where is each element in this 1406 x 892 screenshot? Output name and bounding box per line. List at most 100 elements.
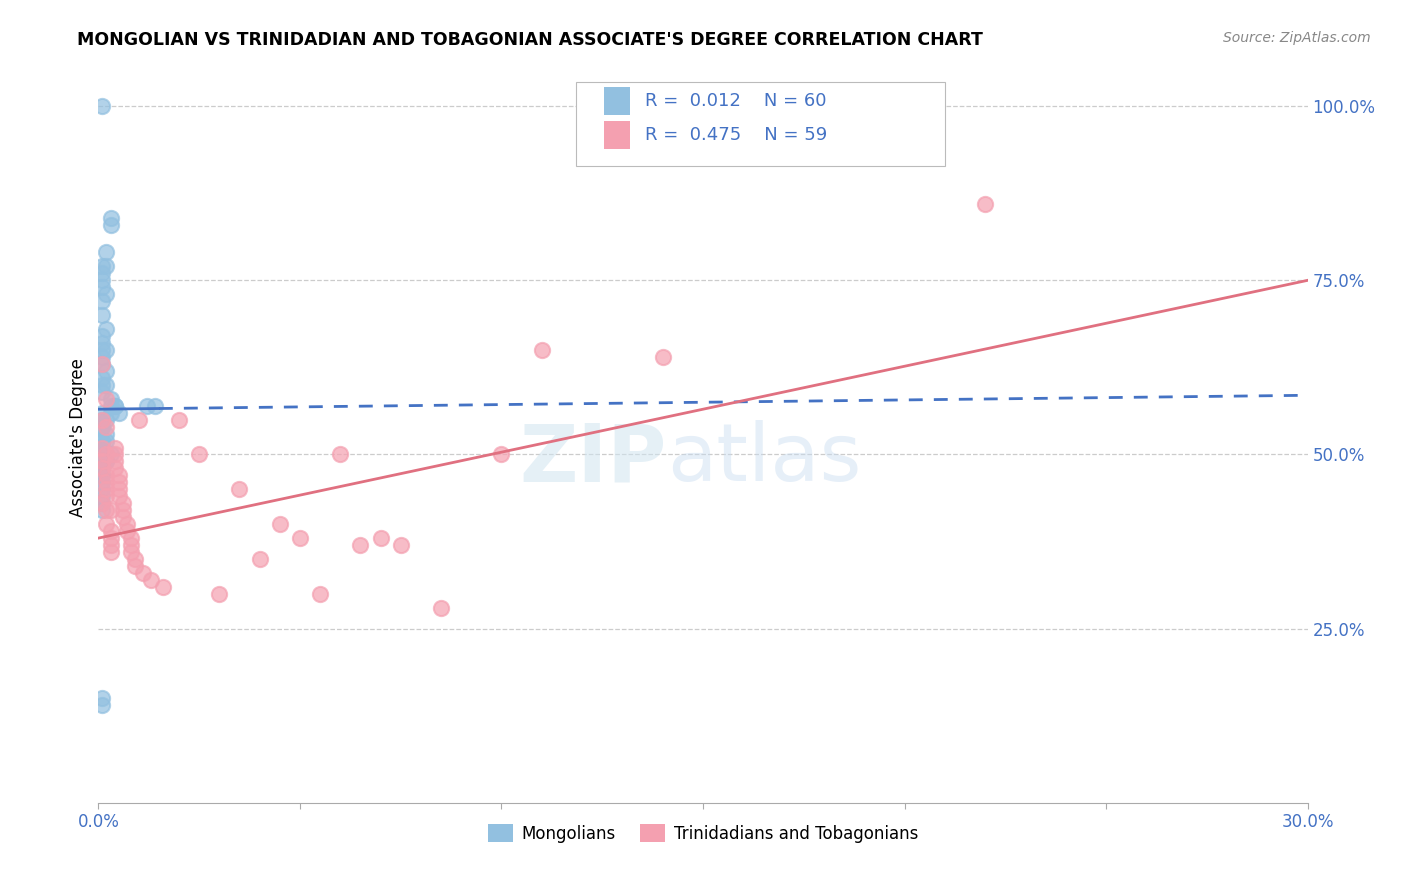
- Point: [120, 545, 142, 559]
- Point: [107, 489, 129, 503]
- Point: [91, 448, 114, 462]
- Point: [91, 384, 114, 399]
- Point: [100, 392, 122, 406]
- Point: [103, 448, 125, 462]
- Point: [349, 538, 371, 552]
- Point: [91, 308, 114, 322]
- Point: [103, 461, 125, 475]
- Point: [100, 448, 122, 462]
- Point: [96, 419, 118, 434]
- Point: [96, 260, 118, 274]
- Point: [103, 399, 125, 413]
- Point: [651, 350, 673, 364]
- Point: [91, 350, 114, 364]
- Point: [91, 461, 114, 475]
- Point: [107, 468, 129, 483]
- Point: [370, 531, 392, 545]
- Y-axis label: Associate's Degree: Associate's Degree: [69, 358, 87, 516]
- Point: [100, 218, 122, 232]
- Text: R =  0.475    N = 59: R = 0.475 N = 59: [645, 126, 827, 145]
- Point: [100, 524, 122, 538]
- Point: [96, 392, 118, 406]
- Point: [111, 503, 134, 517]
- Point: [91, 496, 114, 510]
- Point: [152, 580, 174, 594]
- Point: [100, 545, 122, 559]
- Point: [96, 377, 118, 392]
- FancyBboxPatch shape: [576, 82, 945, 167]
- Text: R =  0.012    N = 60: R = 0.012 N = 60: [645, 92, 827, 111]
- Point: [91, 441, 114, 455]
- Point: [91, 406, 114, 420]
- Point: [91, 434, 114, 448]
- Point: [91, 496, 114, 510]
- Point: [91, 483, 114, 497]
- Text: Source: ZipAtlas.com: Source: ZipAtlas.com: [1223, 31, 1371, 45]
- Point: [139, 573, 162, 587]
- Point: [389, 538, 412, 552]
- Text: ZIP: ZIP: [519, 420, 666, 498]
- Point: [91, 475, 114, 490]
- Point: [208, 587, 231, 601]
- Point: [111, 496, 134, 510]
- Point: [100, 406, 122, 420]
- Point: [91, 461, 114, 475]
- Point: [100, 211, 122, 225]
- Point: [115, 524, 138, 538]
- Point: [100, 538, 122, 552]
- Point: [91, 412, 114, 426]
- Point: [96, 503, 118, 517]
- Point: [91, 357, 114, 371]
- Point: [249, 552, 271, 566]
- Point: [143, 399, 166, 413]
- Point: [96, 343, 118, 357]
- Point: [120, 531, 142, 545]
- Point: [91, 273, 114, 287]
- Point: [288, 531, 311, 545]
- Point: [128, 412, 150, 426]
- Point: [91, 371, 114, 385]
- Point: [96, 245, 118, 260]
- Point: [91, 448, 114, 462]
- Point: [91, 441, 114, 455]
- Point: [269, 517, 291, 532]
- Point: [124, 552, 146, 566]
- Point: [96, 448, 118, 462]
- Legend: Mongolians, Trinidadians and Tobagonians: Mongolians, Trinidadians and Tobagonians: [481, 818, 925, 849]
- Point: [91, 419, 114, 434]
- Point: [91, 454, 114, 468]
- Point: [96, 489, 118, 503]
- Point: [124, 558, 146, 573]
- Point: [96, 426, 118, 441]
- FancyBboxPatch shape: [603, 121, 630, 149]
- Text: MONGOLIAN VS TRINIDADIAN AND TOBAGONIAN ASSOCIATE'S DEGREE CORRELATION CHART: MONGOLIAN VS TRINIDADIAN AND TOBAGONIAN …: [77, 31, 983, 49]
- Point: [96, 287, 118, 301]
- Point: [91, 468, 114, 483]
- Point: [91, 691, 114, 706]
- Point: [107, 406, 129, 420]
- FancyBboxPatch shape: [603, 87, 630, 115]
- Point: [100, 399, 122, 413]
- Point: [96, 322, 118, 336]
- Point: [103, 441, 125, 455]
- Point: [96, 454, 118, 468]
- Point: [120, 538, 142, 552]
- Point: [100, 503, 122, 517]
- Point: [91, 503, 114, 517]
- Point: [974, 196, 997, 211]
- Point: [96, 475, 118, 490]
- Point: [309, 587, 332, 601]
- Point: [91, 468, 114, 483]
- Point: [167, 412, 190, 426]
- Point: [91, 489, 114, 503]
- Point: [91, 461, 114, 475]
- Point: [107, 475, 129, 490]
- Point: [107, 483, 129, 497]
- Point: [91, 357, 114, 371]
- Point: [91, 260, 114, 274]
- Point: [329, 448, 352, 462]
- Point: [100, 531, 122, 545]
- Point: [91, 698, 114, 713]
- Point: [430, 600, 453, 615]
- Point: [91, 412, 114, 426]
